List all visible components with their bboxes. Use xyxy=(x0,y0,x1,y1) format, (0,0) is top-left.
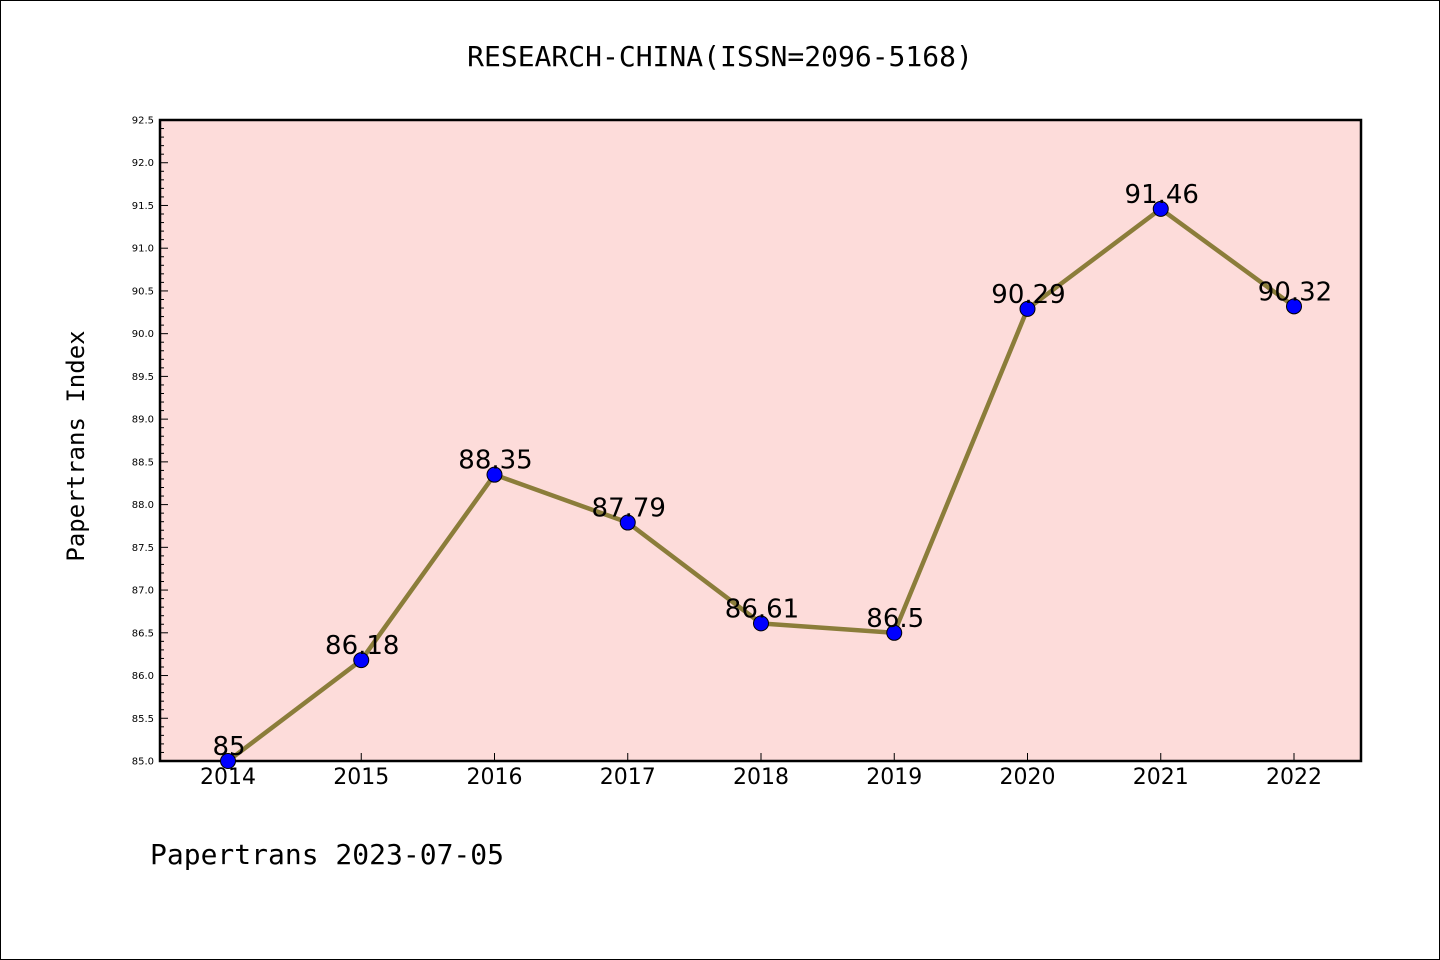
data-point xyxy=(486,466,503,483)
x-tick-label: 2018 xyxy=(733,765,789,790)
x-tick-label: 2016 xyxy=(467,765,523,790)
y-tick-label: 91.0 xyxy=(132,244,154,255)
data-labels: 85 86.18 88.35 87.79 86.61 86.5 90.29 91.46 90.3… xyxy=(212,180,1332,762)
x-tick-label: 2015 xyxy=(333,765,389,790)
axis-ticks: 85.0 85.5 86.0 86.5 87.0 87.5 88.0 88.5 89.0 89.5… xyxy=(132,116,1322,791)
data-point xyxy=(1286,298,1302,315)
x-tick-label: 2022 xyxy=(1266,765,1322,790)
data-point xyxy=(886,624,903,641)
data-point xyxy=(1019,300,1036,317)
x-tick-label: 2020 xyxy=(1000,765,1056,790)
chart-title: RESEARCH-CHINA(ISSN=2096-5168) xyxy=(467,40,973,73)
data-point xyxy=(1152,200,1169,217)
y-tick-label: 87.0 xyxy=(132,586,154,597)
y-tick-label: 91.5 xyxy=(132,201,154,212)
y-tick-label: 92.5 xyxy=(132,116,154,127)
x-tick-label: 2017 xyxy=(600,765,656,790)
y-tick-label: 85.5 xyxy=(132,714,154,725)
y-tick-label: 92.0 xyxy=(132,158,154,169)
data-label: 86.5 xyxy=(866,604,924,634)
y-tick-label: 86.5 xyxy=(132,628,154,639)
series xyxy=(220,200,1302,769)
y-axis-label: Papertrans Index xyxy=(62,330,90,561)
data-label: 87.79 xyxy=(592,494,666,524)
footer-note: Papertrans 2023-07-05 xyxy=(150,838,504,871)
y-tick-label: 85.0 xyxy=(132,757,154,768)
y-tick-label: 88.5 xyxy=(132,457,154,468)
data-label: 86.61 xyxy=(725,594,799,624)
data-label: 91.46 xyxy=(1125,180,1199,210)
x-tick-label: 2019 xyxy=(866,765,922,790)
x-tick-label: 2021 xyxy=(1133,765,1189,790)
y-tick-label: 86.0 xyxy=(132,671,154,682)
x-tick-label: 2014 xyxy=(200,765,256,790)
data-point xyxy=(353,652,370,669)
data-label: 86.18 xyxy=(325,631,399,661)
data-label: 88.35 xyxy=(458,446,532,476)
y-tick-label: 90.5 xyxy=(132,286,154,297)
y-tick-label: 88.0 xyxy=(132,500,154,511)
y-tick-label: 87.5 xyxy=(132,543,154,554)
data-label: 85 xyxy=(212,732,245,762)
data-label: 90.32 xyxy=(1258,277,1332,307)
y-tick-label: 90.0 xyxy=(132,329,154,340)
data-point xyxy=(619,514,636,531)
plot-area xyxy=(158,118,1363,763)
data-point xyxy=(220,753,236,769)
data-label: 90.29 xyxy=(991,280,1065,310)
y-tick-label: 89.5 xyxy=(132,372,154,383)
data-point xyxy=(753,615,769,632)
y-tick-label: 89.0 xyxy=(132,415,154,426)
